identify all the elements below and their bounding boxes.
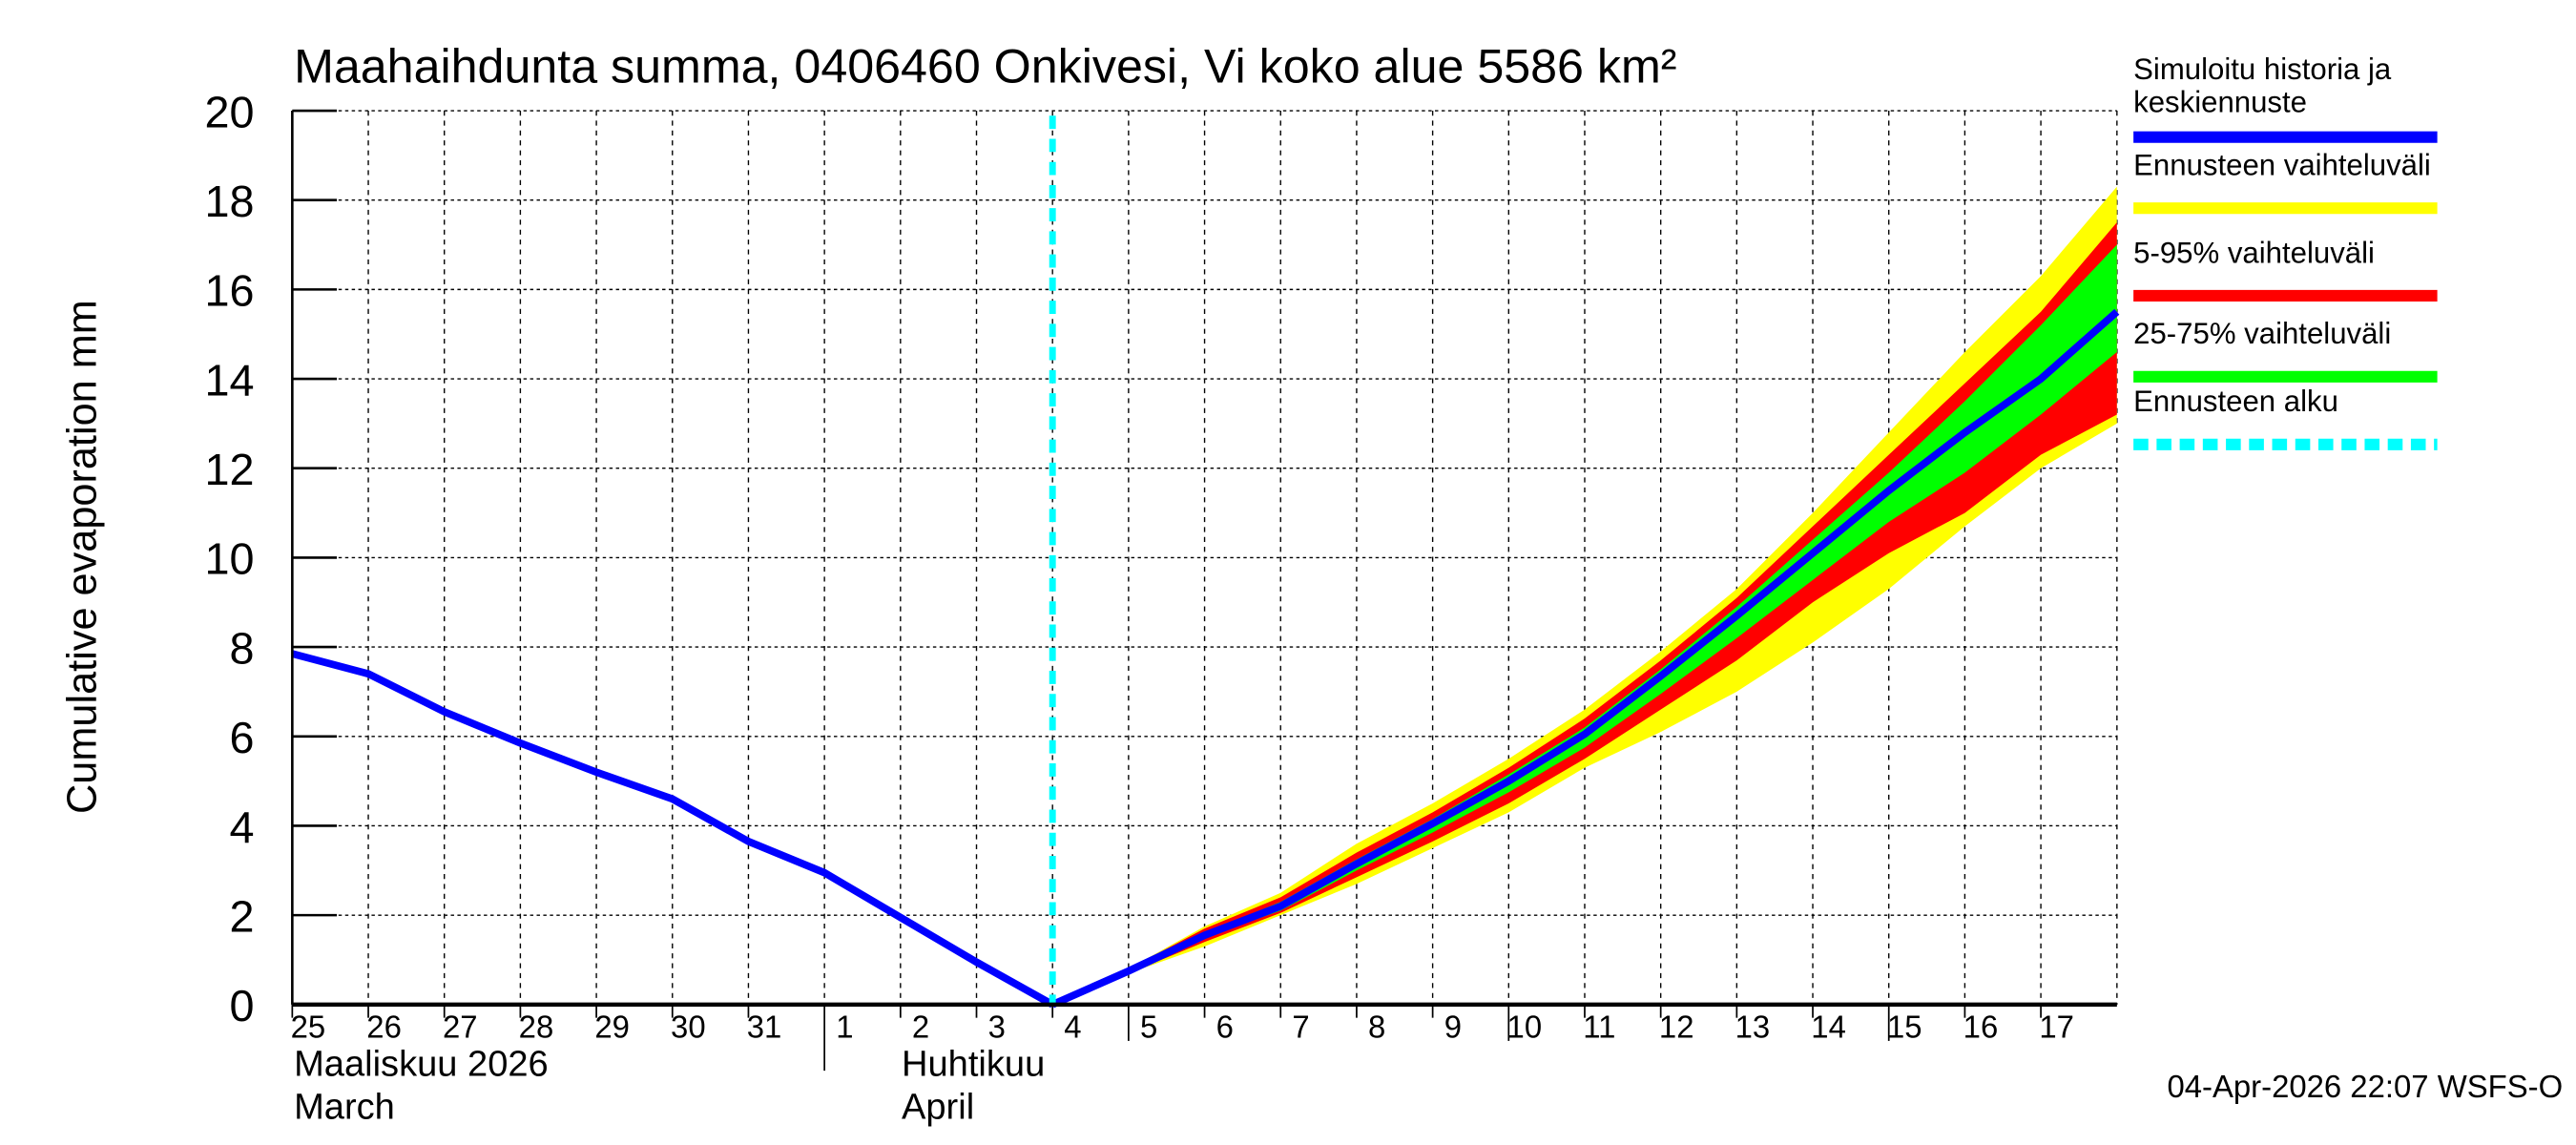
y-tick-label: 10 [205,534,255,584]
x-tick-label: 6 [1216,1009,1234,1044]
y-tick-label: 14 [205,355,255,405]
x-tick-label: 5 [1140,1009,1157,1044]
x-tick-label: 31 [747,1009,782,1044]
y-tick-label: 20 [205,87,255,136]
month-label-april-fi: Huhtikuu [902,1044,1045,1084]
month-label-march-en: March [294,1087,395,1127]
x-tick-label: 3 [988,1009,1006,1044]
median-forecast-line [1050,308,2120,1009]
x-tick-label: 16 [1963,1009,1999,1044]
x-tick-label: 11 [1583,1009,1615,1044]
y-tick-label: 12 [205,445,255,494]
x-tick-label: 2 [912,1009,929,1044]
x-tick-label: 27 [443,1009,478,1044]
x-tick-label: 9 [1444,1009,1462,1044]
x-tick-label: 14 [1811,1009,1846,1044]
history-line [291,650,1055,1009]
x-tick-label: 1 [836,1009,853,1044]
y-axis-label: Cumulative evaporation mm [59,300,105,814]
x-tick-label: 17 [2039,1009,2074,1044]
y-tick-label: 8 [230,623,255,673]
x-tick-label: 30 [671,1009,706,1044]
y-tick-label: 16 [205,266,255,316]
month-label-march-fi: Maaliskuu 2026 [294,1044,549,1084]
legend-label: keskiennuste [2133,86,2307,119]
x-tick-label: 25 [291,1009,326,1044]
legend-label: Simuloitu historia ja [2133,52,2392,86]
x-tick-label: 8 [1368,1009,1385,1044]
x-tick-label: 7 [1292,1009,1309,1044]
x-tick-label: 28 [519,1009,554,1044]
x-tick-label: 26 [366,1009,402,1044]
month-label-april-en: April [902,1087,974,1127]
x-tick-label: 12 [1659,1009,1694,1044]
y-tick-label: 2 [230,891,255,941]
x-tick-label: 13 [1735,1009,1771,1044]
legend-label: 25-75% vaihteluväli [2133,317,2391,350]
y-tick-label: 6 [230,713,255,762]
footer-timestamp: 04-Apr-2026 22:07 WSFS-O [2167,1069,2563,1104]
x-tick-label: 4 [1064,1009,1081,1044]
x-tick-label: 29 [594,1009,630,1044]
y-tick-label: 18 [205,177,255,226]
y-tick-label: 4 [230,802,255,852]
legend-label: 5-95% vaihteluväli [2133,236,2375,269]
chart-title: Maahaihdunta summa, 0406460 Onkivesi, Vi… [294,40,1676,94]
x-tick-label: 10 [1507,1009,1543,1044]
legend-label: Ennusteen vaihteluväli [2133,149,2431,182]
legend-label: Ennusteen alku [2133,385,2338,418]
x-tick-label: 15 [1887,1009,1922,1044]
y-tick-label: 0 [230,981,255,1030]
